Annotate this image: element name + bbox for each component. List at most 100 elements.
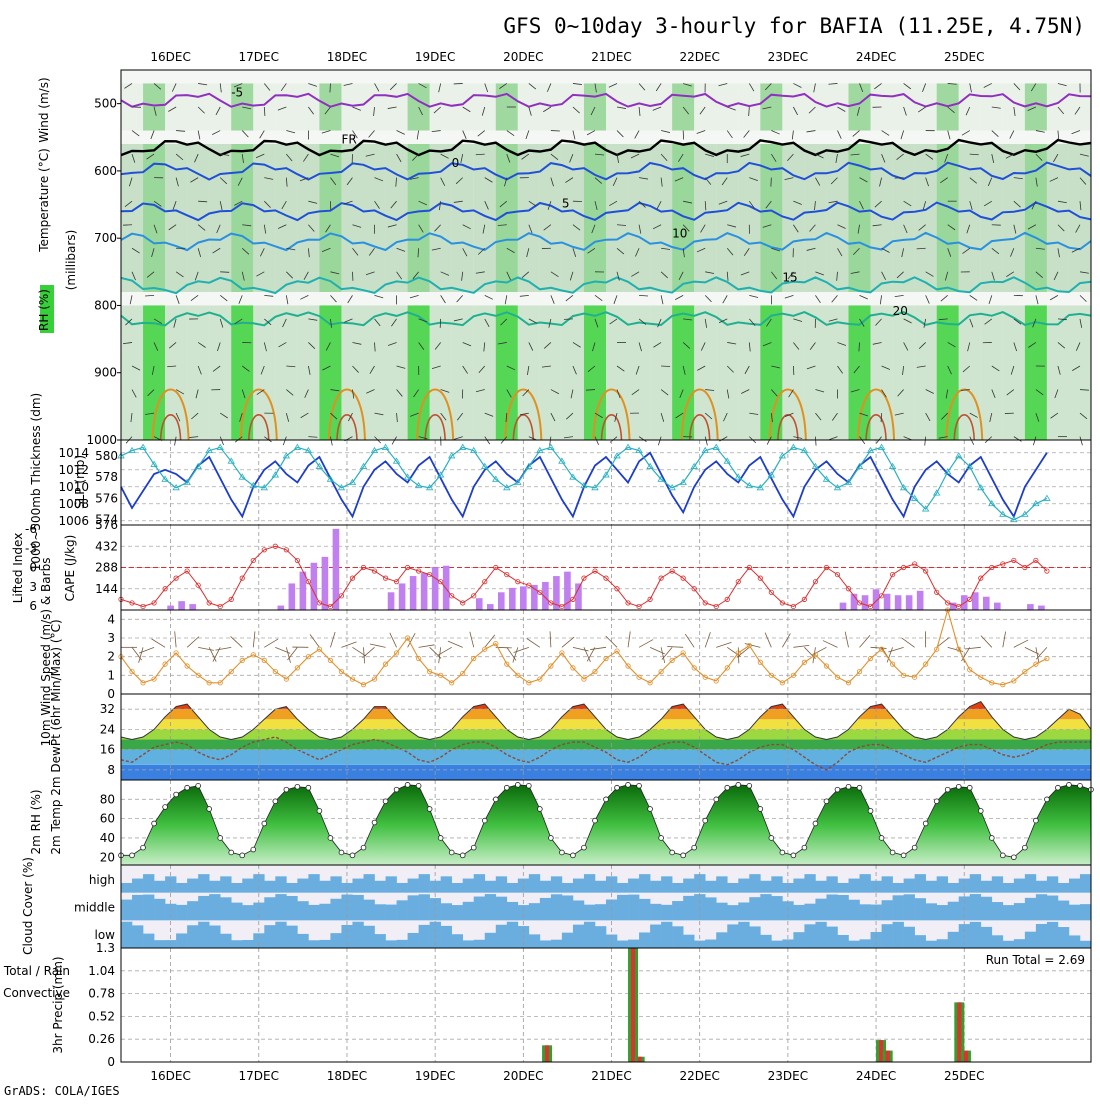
wind-tick: 1	[107, 668, 115, 682]
cloud-bar	[1003, 905, 1014, 920]
cloud-bar	[132, 879, 143, 893]
cloud-bar	[617, 895, 628, 920]
bottom-date-label: 23DEC	[768, 1069, 808, 1083]
bottom-date-label: 20DEC	[503, 1069, 543, 1083]
rh2m-point	[163, 805, 168, 810]
rh2m-point	[427, 807, 432, 812]
cloud-bar	[463, 879, 474, 893]
cloud-bar	[562, 895, 573, 920]
thickness-tick: 576	[95, 491, 118, 505]
rh-band	[760, 83, 782, 130]
cape-bar	[498, 592, 505, 610]
cloud-bar	[584, 874, 595, 893]
cloud-bar	[1069, 905, 1080, 921]
rh2m-point	[460, 853, 465, 858]
cloud-bar	[297, 934, 308, 948]
rh2m-point	[802, 845, 807, 850]
rh-band	[319, 144, 341, 292]
cloud-bar	[297, 901, 308, 920]
cloud-bar	[683, 935, 694, 948]
cloud-bar	[496, 876, 507, 892]
rh2m-point	[912, 845, 917, 850]
cloud-bar	[1058, 901, 1069, 921]
cloud-bar	[485, 881, 496, 893]
cloud-bar	[209, 926, 220, 948]
cloud-bar	[915, 874, 926, 893]
cloud-bar	[441, 926, 452, 948]
precip-convective-bar	[545, 1045, 549, 1062]
cloud-bar	[1047, 922, 1058, 948]
rh2m-point	[923, 821, 928, 826]
precip-convective-bar	[879, 1040, 883, 1062]
rh2m-point	[835, 787, 840, 792]
cloud-bar	[408, 895, 419, 920]
cloud-bar	[1025, 898, 1036, 920]
rh2m-point	[1078, 783, 1083, 788]
li-tick: -6	[25, 522, 37, 536]
cloud-bar	[1014, 939, 1025, 948]
cloud-bar	[672, 926, 683, 948]
cloud-bar	[639, 932, 650, 948]
cloud-bar	[937, 876, 948, 892]
cape-bar	[873, 589, 880, 610]
cloud-bar	[760, 894, 771, 920]
rh-band	[1047, 305, 1069, 440]
cloud-bar	[738, 922, 749, 948]
cloud-bar	[837, 895, 848, 920]
precip-tick: 0	[107, 1055, 115, 1069]
cloud-bar	[562, 933, 573, 948]
bottom-date-label: 18DEC	[327, 1069, 367, 1083]
cloud-bar	[540, 940, 551, 948]
cloud-bar	[1036, 924, 1047, 948]
cloud-bar	[617, 941, 628, 948]
li-tick: 0	[29, 561, 37, 575]
rh2m-point	[1033, 818, 1038, 823]
precip-legend-total: Total / Rain	[3, 964, 70, 978]
temp-tick: 16	[100, 743, 115, 757]
cloud-bar	[485, 894, 496, 920]
rh2m-point	[824, 799, 829, 804]
rh2m-point	[1000, 853, 1005, 858]
cloud-bar	[386, 876, 397, 892]
temp-band	[121, 765, 1091, 780]
cloud-bar	[584, 922, 595, 948]
rh2m-point	[813, 821, 818, 826]
cloud-bar	[1080, 874, 1091, 893]
cloud-bar	[793, 905, 804, 920]
rh-band	[1025, 305, 1047, 440]
cloud-bar	[926, 941, 937, 948]
rh2m-point	[626, 782, 631, 787]
cloud-bar	[330, 876, 341, 892]
upper-ylabel: (millibars)	[64, 230, 78, 291]
rh-band	[209, 144, 231, 292]
top-date-label: 21DEC	[591, 50, 631, 64]
isotherm-label: FR	[341, 132, 356, 146]
slp-tick: 1006	[58, 514, 89, 528]
cloud-bar	[904, 894, 915, 920]
rh-band	[275, 305, 297, 440]
rh-band	[452, 83, 474, 130]
cloud-bar	[364, 900, 375, 921]
rh2m-point	[394, 787, 399, 792]
rh2m-point	[571, 853, 576, 858]
cloud-bar	[826, 876, 837, 892]
cloud-bar	[132, 895, 143, 920]
cloud-bar	[948, 883, 959, 893]
rh-band	[804, 83, 826, 130]
pressure-tick: 500	[94, 97, 117, 111]
cloud-bar	[143, 934, 154, 948]
cloud-bar	[264, 881, 275, 893]
cloud-bar	[749, 897, 760, 920]
cloud-bar	[882, 876, 893, 892]
rh2m-point	[383, 799, 388, 804]
cloud-bar	[727, 905, 738, 920]
cloud-bar	[860, 939, 871, 948]
cloud-bar	[970, 894, 981, 920]
bottom-date-label: 21DEC	[591, 1069, 631, 1083]
cloud-bar	[474, 874, 485, 893]
rh2m-point	[890, 850, 895, 855]
cloud-bar	[419, 874, 430, 893]
cloud-bar	[286, 926, 297, 948]
cloud-bar	[220, 934, 231, 948]
cloud-bar	[882, 900, 893, 920]
